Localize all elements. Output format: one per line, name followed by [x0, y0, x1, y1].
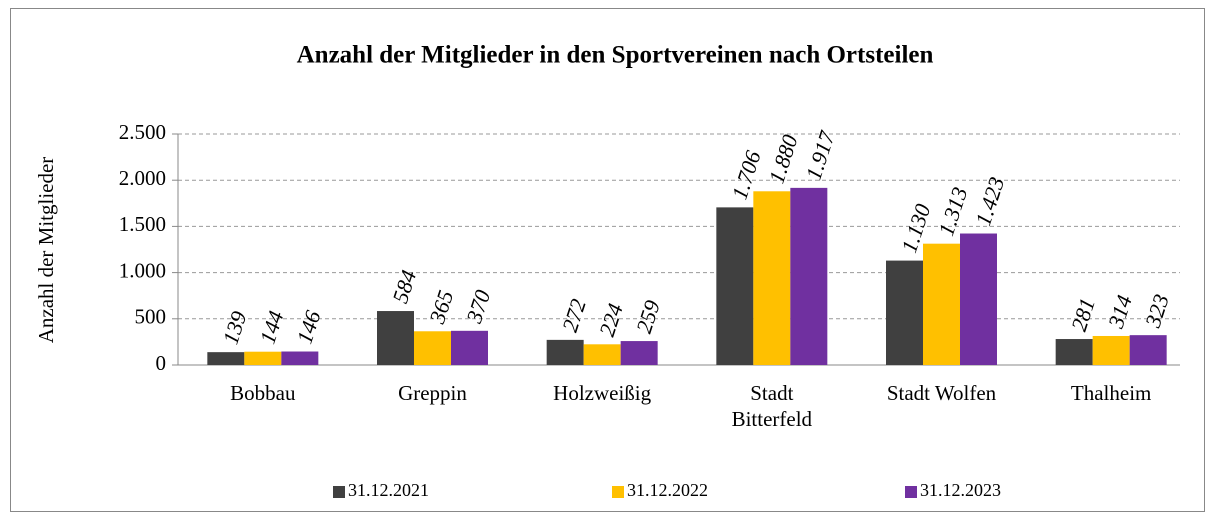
y-tick-label: 1.000: [119, 258, 166, 282]
data-label: 281: [1066, 295, 1100, 334]
bar: [1092, 335, 1130, 365]
y-tick-label: 500: [135, 305, 167, 329]
bar: [923, 243, 960, 365]
legend-label: 31.12.2023: [920, 480, 1001, 500]
bar: [546, 339, 584, 365]
x-tick-label: Stadt Bitterfeld: [731, 381, 813, 431]
frame: [10, 8, 1205, 512]
data-label: 1.880: [764, 132, 803, 187]
bar: [790, 187, 828, 365]
chart-title: Anzahl der Mitglieder in den Sportverein…: [297, 42, 934, 69]
data-label: 1.313: [933, 184, 972, 239]
y-tick-label: 0: [156, 351, 167, 375]
x-tick-label: Greppin: [398, 381, 467, 405]
data-label: 365: [424, 287, 458, 327]
bar: [620, 341, 658, 365]
bar: [1055, 339, 1093, 365]
y-tick-label: 2.500: [119, 120, 166, 144]
data-label: 323: [1140, 291, 1174, 331]
data-label: 259: [631, 297, 665, 336]
data-label: 1.917: [801, 127, 840, 183]
bar: [377, 311, 414, 365]
legend-swatch: [333, 486, 345, 498]
x-tick-label: Thalheim: [1070, 381, 1152, 405]
bar: [414, 331, 451, 365]
data-label: 146: [292, 308, 326, 347]
bar: [753, 191, 791, 365]
bar: [451, 330, 488, 365]
bar: [716, 207, 754, 365]
y-tick-label: 1.500: [119, 212, 166, 236]
legend-swatch: [612, 486, 624, 498]
bar: [960, 233, 997, 365]
bar: [886, 260, 923, 365]
y-axis-title: Anzahl der Mitglieder: [34, 157, 58, 344]
bar: [1129, 335, 1167, 365]
data-label: 272: [557, 296, 591, 335]
data-label: 1.423: [970, 174, 1009, 229]
bar: [281, 351, 319, 365]
bar: [244, 351, 282, 365]
legend-label: 31.12.2022: [627, 480, 708, 500]
data-label: 139: [218, 308, 252, 347]
data-label: 314: [1103, 292, 1137, 332]
bar: [583, 344, 621, 365]
data-label: 144: [255, 308, 289, 347]
data-label: 370: [461, 287, 495, 327]
bar: [207, 352, 245, 365]
x-tick-label: Bobbau: [230, 381, 296, 405]
x-tick-label: Stadt Wolfen: [886, 381, 997, 405]
data-label: 224: [594, 300, 628, 339]
y-tick-label: 2.000: [119, 166, 166, 190]
legend-label: 31.12.2021: [348, 480, 429, 500]
legend-swatch: [905, 486, 917, 498]
x-tick-label: Holzweißig: [553, 381, 652, 405]
